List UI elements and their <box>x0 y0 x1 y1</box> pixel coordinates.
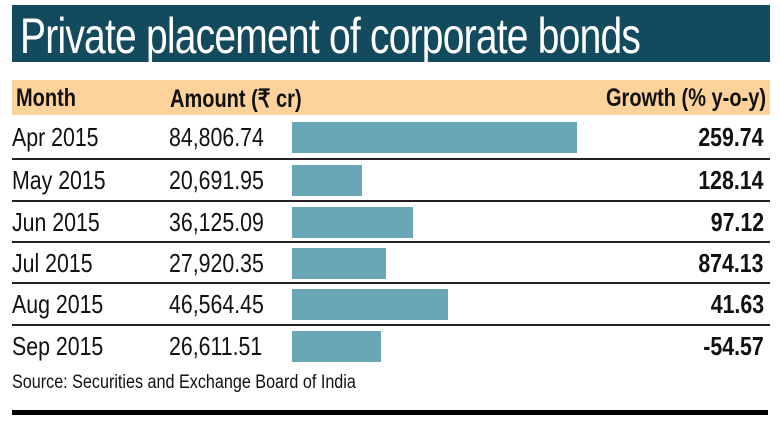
amount-value: 20,691.95 <box>169 165 264 195</box>
growth-value: 259.74 <box>698 122 764 152</box>
month-label: Sep 2015 <box>12 331 104 361</box>
amount-value: 46,564.45 <box>169 289 264 319</box>
header-month: Month <box>16 84 76 112</box>
amount-bar <box>292 331 382 362</box>
growth-value: 874.13 <box>698 248 764 278</box>
source-note: Source: Securities and Exchange Board of… <box>12 372 356 393</box>
chart-title: Private placement of corporate bonds <box>20 8 641 64</box>
growth-value: 41.63 <box>710 289 764 319</box>
month-label: Apr 2015 <box>12 122 99 152</box>
growth-value: -54.57 <box>703 331 764 361</box>
amount-value: 36,125.09 <box>169 207 264 237</box>
table-row: Aug 2015 46,564.45 41.63 <box>12 282 770 325</box>
header-growth: Growth (% y-o-y) <box>606 84 766 112</box>
amount-value: 26,611.51 <box>169 331 263 361</box>
amount-bar <box>292 289 449 320</box>
amount-bar <box>292 207 414 238</box>
amount-bar <box>292 248 386 279</box>
title-bar: Private placement of corporate bonds <box>12 5 770 64</box>
table-row: Apr 2015 84,806.74 259.74 <box>12 117 770 158</box>
growth-value: 128.14 <box>698 165 764 195</box>
bottom-rule <box>12 410 768 415</box>
amount-bar <box>292 165 362 196</box>
growth-value: 97.12 <box>710 207 764 237</box>
amount-bar <box>292 122 577 153</box>
table-row: Jun 2015 36,125.09 97.12 <box>12 200 770 243</box>
table-header: Month Amount (₹ cr) Growth (% y-o-y) <box>12 80 770 115</box>
month-label: Jun 2015 <box>12 207 100 237</box>
amount-value: 84,806.74 <box>169 122 264 152</box>
table-row: May 2015 20,691.95 128.14 <box>12 158 770 201</box>
amount-value: 27,920.35 <box>169 248 264 278</box>
header-amount: Amount (₹ cr) <box>170 85 302 113</box>
month-label: Jul 2015 <box>12 248 93 278</box>
month-label: Aug 2015 <box>12 289 104 319</box>
month-label: May 2015 <box>12 165 106 195</box>
table-row: Sep 2015 26,611.51 -54.57 <box>12 324 770 367</box>
table-row: Jul 2015 27,920.35 874.13 <box>12 241 770 284</box>
